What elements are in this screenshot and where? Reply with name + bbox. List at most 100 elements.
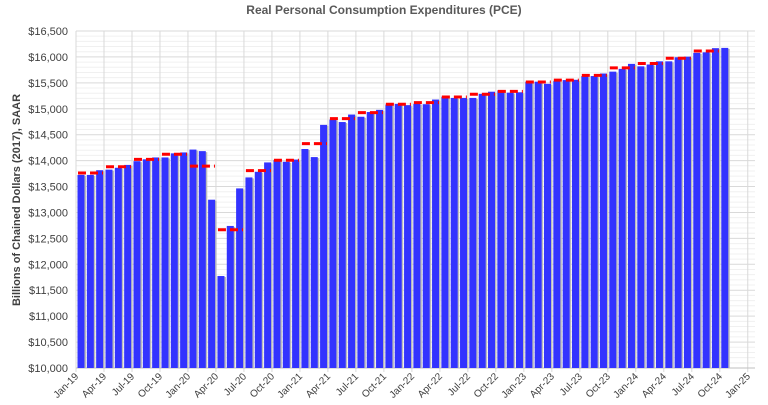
bar [441,96,449,368]
bar [366,112,374,368]
bar [385,104,393,368]
bar [348,114,356,369]
bar [693,52,701,368]
quarterly-dashes [78,49,719,232]
bar [105,169,113,368]
x-tick-label: Apr-21 [304,371,333,400]
y-tick-label: $15,500 [28,78,68,90]
y-axis-ticks: $10,000 $10,500 $11,000 $11,500 $12,000 $12,5… [28,26,68,375]
bar [544,83,551,368]
y-axis-label: Billions of Chained Dollars (2017), SAAR [11,94,23,306]
y-tick-label: $13,000 [28,207,68,219]
bar [683,56,691,368]
bar [245,177,253,368]
x-tick-label: Jul-22 [446,371,473,398]
x-tick-label: Oct-21 [360,371,389,400]
x-tick-label: Oct-23 [584,371,613,400]
x-tick-label: Jan-20 [164,371,194,401]
bar [450,97,458,369]
chart-title: Real Personal Consumption Expenditures (… [246,3,521,17]
bar [516,92,524,368]
bar [133,161,141,368]
bar [637,66,645,369]
bar [208,199,216,368]
bar [674,57,682,368]
y-tick-label: $14,500 [28,130,68,142]
bar [180,152,188,368]
bar [217,276,225,368]
bar [460,97,468,369]
bar [376,109,384,368]
x-tick-label: Apr-23 [528,371,557,400]
bar [655,61,663,369]
bar [422,104,430,368]
x-tick-label: Apr-20 [192,371,221,400]
x-tick-label: Jan-21 [276,371,306,401]
bar [525,81,533,368]
bar [273,160,281,368]
y-tick-label: $12,000 [28,259,68,271]
bar [292,159,300,368]
x-tick-label: Apr-24 [640,371,669,400]
bars [77,47,730,369]
x-tick-label: Jan-22 [388,371,418,401]
bar [198,151,206,368]
bar [96,170,104,368]
x-tick-label: Apr-19 [80,371,109,400]
bar [357,116,365,368]
bar [534,81,542,368]
bar [124,164,132,368]
y-tick-label: $14,000 [28,156,68,168]
bar [189,149,197,368]
bar [711,48,719,369]
bar [571,79,579,368]
x-tick-label: Jan-25 [723,371,753,401]
y-tick-label: $13,500 [28,182,68,194]
x-tick-label: Jul-24 [670,371,697,398]
x-tick-label: Jul-20 [222,371,249,398]
bar [310,157,318,368]
bar [264,162,272,368]
bar [404,105,412,368]
bar [329,119,337,369]
bar [77,174,85,368]
bar [394,103,402,368]
bar [432,99,440,368]
bar [646,64,654,368]
bar [497,90,505,368]
bar [226,225,234,368]
bar [161,157,169,368]
x-tick-label: Jul-23 [558,371,585,398]
x-tick-label: Jan-23 [500,371,530,401]
y-tick-label: $15,000 [28,104,68,116]
bar [721,47,729,368]
x-tick-label: Jul-19 [110,371,137,398]
bar [702,52,710,368]
y-tick-label: $10,500 [28,337,68,349]
bar [581,76,589,368]
bar [609,71,617,368]
bar [142,159,150,368]
bar [114,167,122,368]
bar [413,103,421,368]
bar [282,161,290,368]
x-tick-label: Oct-20 [248,371,277,400]
bar [170,153,178,368]
y-tick-label: $11,500 [29,285,68,297]
y-tick-label: $12,500 [28,233,68,245]
bar [338,122,346,369]
bar [301,149,309,368]
x-tick-label: Jul-21 [334,371,361,398]
x-tick-label: Oct-22 [472,371,501,400]
x-tick-label: Jan-19 [52,371,82,401]
y-tick-label: $11,000 [29,311,68,323]
bar [599,73,607,368]
bar [469,97,477,369]
bar [618,68,626,369]
bar [562,80,570,369]
y-tick-label: $16,500 [28,26,68,38]
bar [665,61,673,369]
bar [488,91,496,368]
y-tick-label: $16,000 [28,52,68,64]
